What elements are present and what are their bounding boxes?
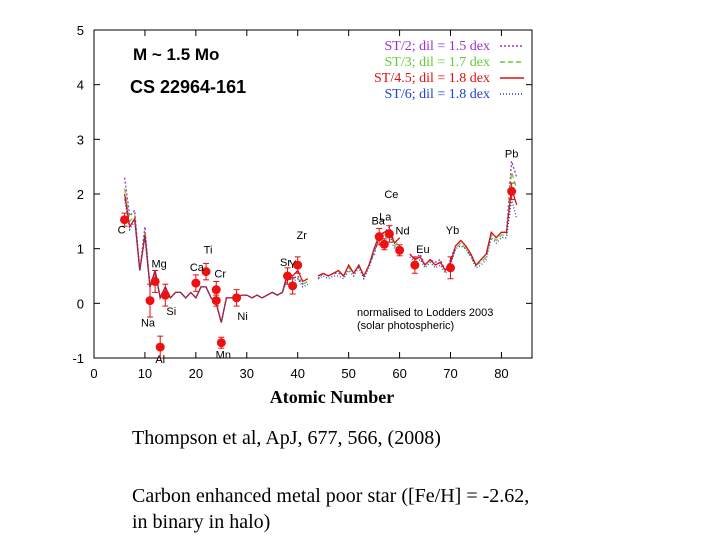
x-tick-label: 20 — [189, 366, 203, 381]
x-tick-label: 30 — [240, 366, 254, 381]
note-line2: (solar photospheric) — [357, 320, 454, 332]
y-tick-label: -1 — [72, 351, 84, 366]
element-label: Y — [289, 259, 297, 271]
observed-point — [232, 293, 242, 303]
observed-point — [211, 296, 221, 306]
observed-point — [155, 342, 165, 352]
observed-point — [191, 278, 201, 288]
legend-label: ST/3; dil = 1.7 dex — [384, 55, 490, 70]
x-tick-label: 80 — [494, 366, 508, 381]
observed-point — [410, 260, 420, 270]
element-label: Yb — [446, 225, 459, 237]
series-line-1 — [123, 161, 518, 323]
y-tick-label: 5 — [77, 23, 84, 38]
observed-point — [379, 239, 389, 249]
element-label: Ba — [371, 216, 385, 228]
observed-point — [201, 267, 211, 277]
caption-citation: Thompson et al, ApJ, 677, 566, (2008) — [132, 427, 441, 449]
chart-title: M ~ 1.5 Mo — [133, 45, 219, 64]
element-label: C — [118, 225, 126, 237]
element-label: Cr — [214, 269, 226, 281]
element-label: Zr — [297, 230, 308, 242]
element-label: Al — [155, 354, 165, 366]
element-label: La — [379, 211, 392, 223]
observed-point — [293, 260, 303, 270]
x-tick-label: 10 — [138, 366, 152, 381]
legend-label: ST/4.5; dil = 1.8 dex — [374, 71, 490, 86]
element-label: Mn — [216, 350, 231, 362]
observed-point — [374, 232, 384, 242]
element-label: Ni — [237, 311, 247, 323]
series-line-3 — [123, 188, 518, 323]
x-tick-label: 0 — [90, 366, 97, 381]
x-tick-label: 70 — [443, 366, 457, 381]
element-label: Ca — [190, 262, 205, 274]
element-label: Pb — [505, 148, 518, 160]
observed-point — [145, 296, 155, 306]
caption-description-1: Carbon enhanced metal poor star ([Fe/H] … — [132, 485, 530, 507]
observed-point — [120, 215, 130, 225]
observed-point — [160, 290, 170, 300]
observed-point — [216, 338, 226, 348]
element-label: Ti — [204, 245, 213, 257]
observed-point — [446, 263, 456, 273]
observed-point — [211, 285, 221, 295]
legend-label: ST/6; dil = 1.8 dex — [384, 87, 490, 102]
y-tick-label: 1 — [77, 242, 84, 257]
x-tick-label: 40 — [290, 366, 304, 381]
observed-point — [288, 281, 298, 291]
x-axis-label: Atomic Number — [270, 387, 394, 407]
element-label: Mg — [151, 258, 166, 270]
legend-label: ST/2; dil = 1.5 dex — [384, 39, 490, 54]
element-label: Ce — [384, 189, 398, 201]
y-tick-label: 2 — [77, 187, 84, 202]
element-label: Sr — [280, 257, 291, 269]
x-tick-label: 50 — [341, 366, 355, 381]
observed-point — [507, 186, 517, 196]
y-tick-label: 0 — [77, 296, 84, 311]
element-label: Nd — [396, 225, 410, 237]
observed-point — [395, 245, 405, 255]
y-tick-label: 3 — [77, 132, 84, 147]
y-tick-label: 4 — [77, 78, 84, 93]
caption-description-2: in binary in halo) — [132, 511, 271, 533]
x-tick-label: 60 — [392, 366, 406, 381]
element-label: Eu — [416, 244, 429, 256]
element-label: Na — [141, 318, 156, 330]
series-line-4 — [123, 199, 518, 323]
star-name: CS 22964-161 — [130, 77, 246, 97]
note-line1: normalised to Lodders 2003 — [357, 307, 493, 319]
observed-point — [283, 271, 293, 281]
series-line-2 — [123, 171, 518, 323]
element-label: Si — [166, 306, 176, 318]
observed-point — [384, 229, 394, 239]
